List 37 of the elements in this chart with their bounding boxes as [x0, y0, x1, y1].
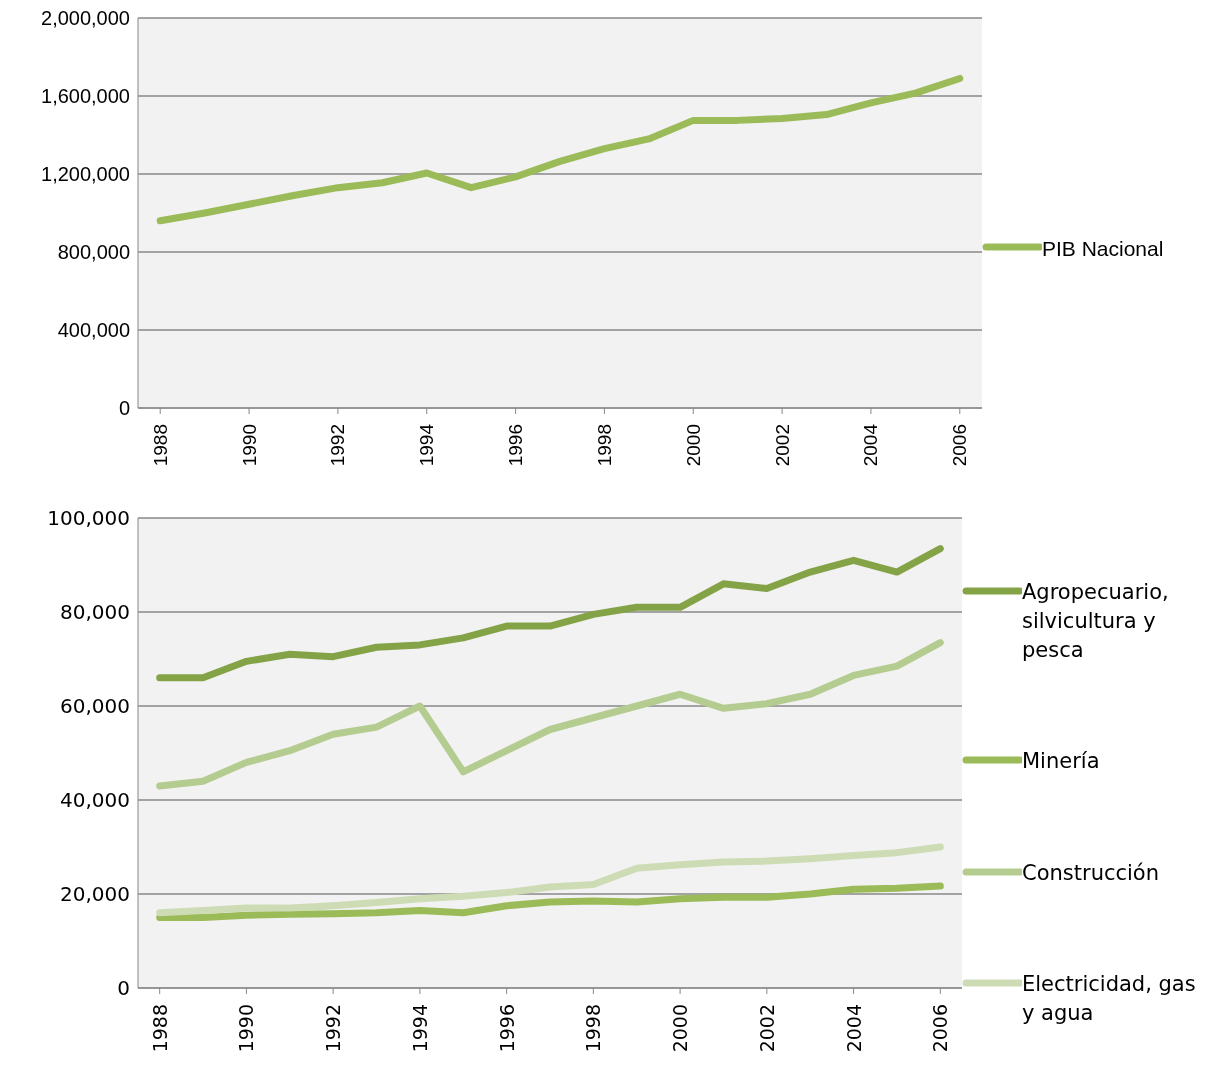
x-tick-label: 1990	[235, 1004, 258, 1053]
legend-label: Construcción	[1022, 859, 1160, 887]
x-tick-label: 1988	[148, 1004, 171, 1053]
y-tick-label: 0	[118, 397, 130, 420]
y-tick-label: 20,000	[60, 882, 130, 907]
y-tick-label: 100,000	[47, 506, 130, 531]
y-tick-label: 800,000	[57, 241, 130, 264]
x-tick-label: 1992	[327, 424, 349, 467]
x-tick-label: 1996	[495, 1004, 518, 1053]
x-tick-label: 1988	[149, 424, 171, 467]
x-tick-label: 2000	[682, 424, 704, 467]
x-tick-label: 2004	[842, 1004, 865, 1053]
x-tick-label: 2002	[771, 424, 793, 467]
x-tick-label: 1998	[593, 424, 615, 467]
x-tick-label: 1994	[408, 1004, 431, 1053]
x-tick-label: 1998	[582, 1004, 605, 1053]
y-tick-label: 1,600,000	[41, 85, 130, 108]
y-tick-label: 40,000	[60, 788, 130, 813]
x-tick-label: 2004	[860, 423, 882, 467]
y-tick-label: 1,200,000	[41, 163, 130, 186]
y-tick-label: 400,000	[57, 319, 130, 342]
x-tick-label: 1994	[416, 423, 438, 467]
y-tick-label: 0	[117, 976, 130, 1001]
legend-label: Electricidad, gas y agua	[1022, 971, 1197, 1027]
x-tick-label: 1996	[505, 424, 527, 467]
x-tick-label: 1992	[322, 1004, 345, 1053]
y-tick-label: 80,000	[60, 600, 130, 625]
y-tick-label: 60,000	[60, 694, 130, 719]
legend-label: Minería	[1022, 748, 1100, 776]
x-tick-label: 2006	[929, 1004, 952, 1053]
y-tick-label: 2,000,000	[41, 7, 130, 30]
x-tick-label: 2002	[755, 1004, 778, 1053]
x-tick-label: 2000	[669, 1004, 692, 1053]
legend-label: Agropecuario, silvicultura y pesca	[1022, 579, 1170, 664]
legend-label: PIB Nacional	[1042, 235, 1164, 262]
x-tick-label: 2006	[949, 424, 971, 467]
x-tick-label: 1990	[238, 424, 260, 467]
